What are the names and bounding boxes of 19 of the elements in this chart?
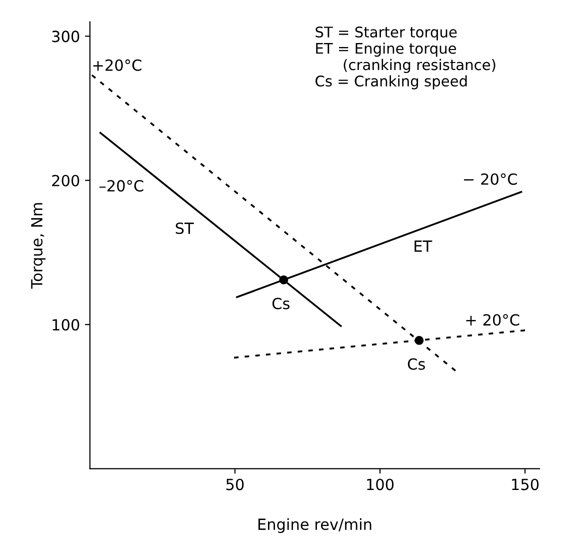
annotation: +20°C xyxy=(93,59,142,71)
annotation: ST xyxy=(176,222,194,234)
y-tick-label: 100 xyxy=(52,319,80,331)
annotation: ST = Starter torque xyxy=(316,26,457,40)
y-axis-title: Torque, Nm xyxy=(31,203,46,289)
annotation: Cs xyxy=(272,298,290,310)
x-axis-title: Engine rev/min xyxy=(258,518,372,533)
x-tick-label: 50 xyxy=(226,478,244,490)
annotation: − 20°C xyxy=(464,173,517,185)
annotation: Cs xyxy=(408,358,425,370)
y-tick-label: 200 xyxy=(52,174,80,186)
annotation: –20°C xyxy=(99,180,144,192)
annotation: Cs = Cranking speed xyxy=(316,75,467,90)
annotation: ET = Engine torque (cranking resistance) xyxy=(316,42,496,74)
x-tick-label: 150 xyxy=(512,478,539,490)
y-tick-label: 300 xyxy=(52,30,80,42)
annotation: + 20°C xyxy=(466,314,520,326)
x-tick-label: 100 xyxy=(367,478,394,490)
annotation: ET xyxy=(414,240,432,252)
